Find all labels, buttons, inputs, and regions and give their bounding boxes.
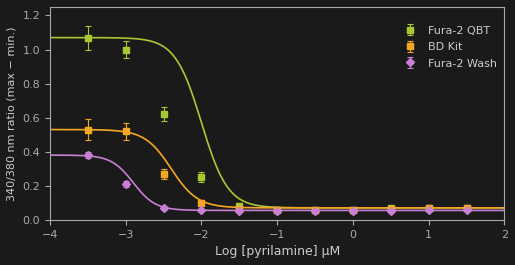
- X-axis label: Log [pyrilamine] μM: Log [pyrilamine] μM: [215, 245, 340, 258]
- Y-axis label: 340/380 nm ratio (max − min.): 340/380 nm ratio (max − min.): [7, 26, 17, 201]
- Legend: Fura-2 QBT, BD Kit, Fura-2 Wash: Fura-2 QBT, BD Kit, Fura-2 Wash: [400, 23, 499, 71]
